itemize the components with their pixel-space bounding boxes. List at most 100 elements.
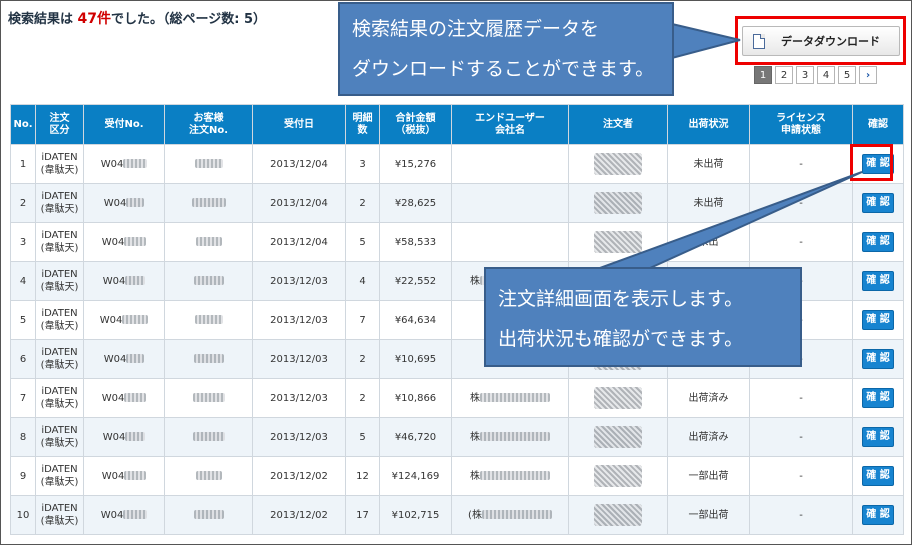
cell-customer-order-no xyxy=(164,300,253,340)
order-type-line-2: (韋駄天) xyxy=(40,243,79,254)
cell-no: 9 xyxy=(10,456,36,496)
order-type-line-2: (韋駄天) xyxy=(40,516,79,527)
column-header-line: （税抜） xyxy=(395,124,436,136)
redacted-text xyxy=(123,159,148,168)
cell-customer-order-no xyxy=(164,456,253,496)
next-page-button[interactable]: › xyxy=(859,66,877,84)
redacted-text xyxy=(124,471,147,480)
cell-license-status: - xyxy=(749,222,853,262)
table-header-row: No. 注文 区分 受付No. お客様 注文No. 受付日 明細数合計金額 （税抜） エンドユーザ… xyxy=(10,104,904,145)
cell-shipping-status: 出荷済み xyxy=(667,417,750,457)
search-summary: 検索結果は 47件でした。（総ページ数: 5） xyxy=(8,8,266,28)
column-header: エンドユーザー 会社名 xyxy=(451,104,569,145)
redacted-text xyxy=(126,354,145,363)
data-download-button[interactable]: データダウンロード xyxy=(742,26,900,56)
confirm-button[interactable]: 確 認 xyxy=(862,466,894,486)
company-prefix: 株 xyxy=(470,470,480,482)
redacted-text xyxy=(193,276,224,285)
confirm-button[interactable]: 確 認 xyxy=(862,505,894,525)
order-type-line-2: (韋駄天) xyxy=(40,165,79,176)
cell-receipt-no: W04 xyxy=(83,339,165,379)
confirm-button[interactable]: 確 認 xyxy=(862,232,894,252)
cell-line-count: 7 xyxy=(345,300,380,340)
company-prefix: 株 xyxy=(470,431,480,443)
receipt-no-prefix: W04 xyxy=(102,275,126,287)
confirm-button[interactable]: 確 認 xyxy=(862,154,894,174)
receipt-no-prefix: W04 xyxy=(99,314,123,326)
column-header-line: 会社名 xyxy=(495,124,525,136)
cell-shipping-status: 一部出荷 xyxy=(667,495,750,535)
order-type-line-1: iDATEN xyxy=(41,464,78,475)
cell-confirm: 確 認 xyxy=(852,339,904,379)
column-header: お客様 注文No. xyxy=(164,104,253,145)
confirm-button[interactable]: 確 認 xyxy=(862,193,894,213)
cell-confirm: 確 認 xyxy=(852,183,904,223)
confirm-button[interactable]: 確 認 xyxy=(862,271,894,291)
cell-orderer xyxy=(568,183,668,223)
detail-callout-line-1: 注文詳細画面を表示します。 xyxy=(498,288,744,310)
company-prefix: 株 xyxy=(470,392,480,404)
redacted-text xyxy=(126,198,145,207)
redacted-text xyxy=(125,276,146,285)
cell-receipt-date: 2013/12/03 xyxy=(252,378,346,418)
download-callout: 検索結果の注文履歴データを ダウンロードすることができます。 xyxy=(338,2,674,96)
cell-no: 10 xyxy=(10,495,36,535)
column-header-line: 注文 xyxy=(49,112,70,124)
order-type-line-1: iDATEN xyxy=(41,386,78,397)
cell-orderer xyxy=(568,495,668,535)
column-header-line: エンドユーザー xyxy=(475,112,545,124)
cell-line-count: 4 xyxy=(345,261,380,301)
cell-order-type: iDATEN (韋駄天) xyxy=(35,378,84,418)
cell-order-type: iDATEN (韋駄天) xyxy=(35,183,84,223)
redacted-text xyxy=(191,198,226,207)
cell-no: 8 xyxy=(10,417,36,457)
redacted-text xyxy=(594,465,642,487)
order-type-line-1: iDATEN xyxy=(41,425,78,436)
redacted-text xyxy=(195,471,222,480)
confirm-button[interactable]: 確 認 xyxy=(862,349,894,369)
cell-customer-order-no xyxy=(164,339,253,379)
page-5-button[interactable]: 5 xyxy=(838,66,856,84)
cell-orderer xyxy=(568,456,668,496)
redacted-text xyxy=(594,153,642,175)
download-callout-line-2: ダウンロードすることができます。 xyxy=(352,58,655,80)
download-callout-pointer xyxy=(671,22,741,60)
table-row: 2 iDATEN (韋駄天) W04 2013/12/04 2 ¥28,625 未… xyxy=(10,183,904,223)
cell-order-type: iDATEN (韋駄天) xyxy=(35,495,84,535)
table-row: 1 iDATEN (韋駄天) W04 2013/12/04 3 ¥15,276 未… xyxy=(10,144,904,184)
cell-orderer xyxy=(568,417,668,457)
order-type-line-1: iDATEN xyxy=(41,230,78,241)
cell-end-user-company: 株 xyxy=(451,456,569,496)
page-4-button[interactable]: 4 xyxy=(817,66,835,84)
cell-confirm: 確 認 xyxy=(852,417,904,457)
result-count: 47件 xyxy=(77,11,112,27)
table-row: 9 iDATEN (韋駄天) W04 2013/12/02 12 ¥124,169… xyxy=(10,456,904,496)
cell-confirm: 確 認 xyxy=(852,456,904,496)
page-3-button[interactable]: 3 xyxy=(796,66,814,84)
redacted-text xyxy=(594,231,642,253)
order-type-line-2: (韋駄天) xyxy=(40,399,79,410)
page-1-button[interactable]: 1 xyxy=(754,66,772,84)
column-header-line: 受付No. xyxy=(104,118,144,130)
cell-receipt-date: 2013/12/03 xyxy=(252,300,346,340)
cell-total-amount: ¥28,625 xyxy=(379,183,452,223)
receipt-no-prefix: W04 xyxy=(103,197,127,209)
cell-end-user-company xyxy=(451,183,569,223)
column-header-line: 区分 xyxy=(49,124,70,136)
confirm-button[interactable]: 確 認 xyxy=(862,388,894,408)
page-2-button[interactable]: 2 xyxy=(775,66,793,84)
cell-receipt-no: W04 xyxy=(83,261,165,301)
redacted-text xyxy=(123,510,148,519)
company-prefix: 株 xyxy=(470,275,480,287)
confirm-button[interactable]: 確 認 xyxy=(862,310,894,330)
cell-customer-order-no xyxy=(164,261,253,301)
confirm-button[interactable]: 確 認 xyxy=(862,427,894,447)
cell-end-user-company: (株 xyxy=(451,495,569,535)
summary-prefix: 検索結果は xyxy=(8,12,74,27)
redacted-text xyxy=(481,510,552,519)
column-header-line: お客様 xyxy=(193,112,224,124)
column-header: 合計金額 （税抜） xyxy=(379,104,452,145)
cell-customer-order-no xyxy=(164,495,253,535)
cell-license-status: - xyxy=(749,495,853,535)
cell-confirm: 確 認 xyxy=(852,495,904,535)
